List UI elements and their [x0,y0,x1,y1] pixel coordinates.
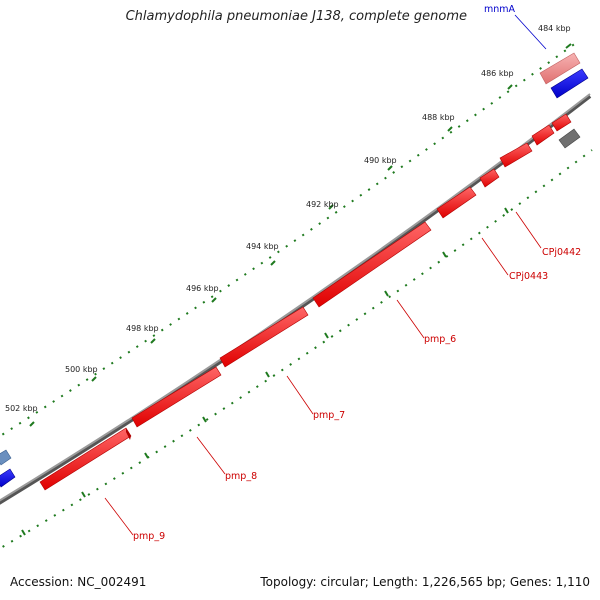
scale-label: 492 kbp [306,200,339,209]
scale-label: 494 kbp [246,242,279,251]
inner-tick-track [0,149,593,550]
gene-mnmA[interactable] [539,52,581,85]
scale-label: 484 kbp [538,24,571,33]
gene-left-lightblue[interactable] [0,449,12,466]
scale-label: 502 kbp [5,404,38,413]
gene-label-mnmA[interactable]: mnmA [484,4,516,15]
scale-label: 496 kbp [186,284,219,293]
gene-pmp_8[interactable] [131,366,222,428]
gene-gray[interactable] [558,128,581,149]
label-leaders [104,14,547,536]
gene-small-red-3[interactable] [551,113,572,132]
scale-label: 498 kbp [126,324,159,333]
outer-tick-track [0,39,581,438]
scale-label: 488 kbp [422,113,455,122]
gene-pmp_7[interactable] [219,306,309,368]
gene-small-red-2[interactable] [531,124,555,146]
inner-major-ticks [21,207,509,536]
gene-label-pmp_6[interactable]: pmp_6 [424,334,456,345]
gene-CPj0443[interactable] [436,186,477,219]
gene-labels: mnmA CPj0442 CPj0443 pmp_6 pmp_7 pmp_8 p… [133,4,581,542]
map-title: Chlamydophila pneumoniae J138, complete … [125,9,467,24]
gene-CPj0442[interactable] [499,142,533,168]
scale-label: 486 kbp [481,69,514,78]
gene-label-CPj0443[interactable]: CPj0443 [509,271,548,282]
accession-text: Accession: NC_002491 [10,575,147,589]
scale-label: 490 kbp [364,156,397,165]
gene-pmp_6[interactable] [312,221,432,308]
gene-label-CPj0442[interactable]: CPj0442 [542,247,581,258]
scale-labels: 484 kbp 486 kbp 488 kbp 490 kbp 492 kbp … [5,24,571,413]
gene-blue-top[interactable] [550,68,589,99]
gene-label-pmp_9[interactable]: pmp_9 [133,531,165,542]
scale-label: 500 kbp [65,365,98,374]
gene-features [0,52,589,491]
outer-major-ticks [29,43,572,427]
gene-label-pmp_8[interactable]: pmp_8 [225,471,257,482]
gene-small-red-1[interactable] [479,168,500,188]
gene-label-pmp_7[interactable]: pmp_7 [313,410,345,421]
genome-stats-text: Topology: circular; Length: 1,226,565 bp… [260,575,590,589]
gene-left-blue[interactable] [0,468,16,488]
gene-pmp_9[interactable] [39,427,132,491]
